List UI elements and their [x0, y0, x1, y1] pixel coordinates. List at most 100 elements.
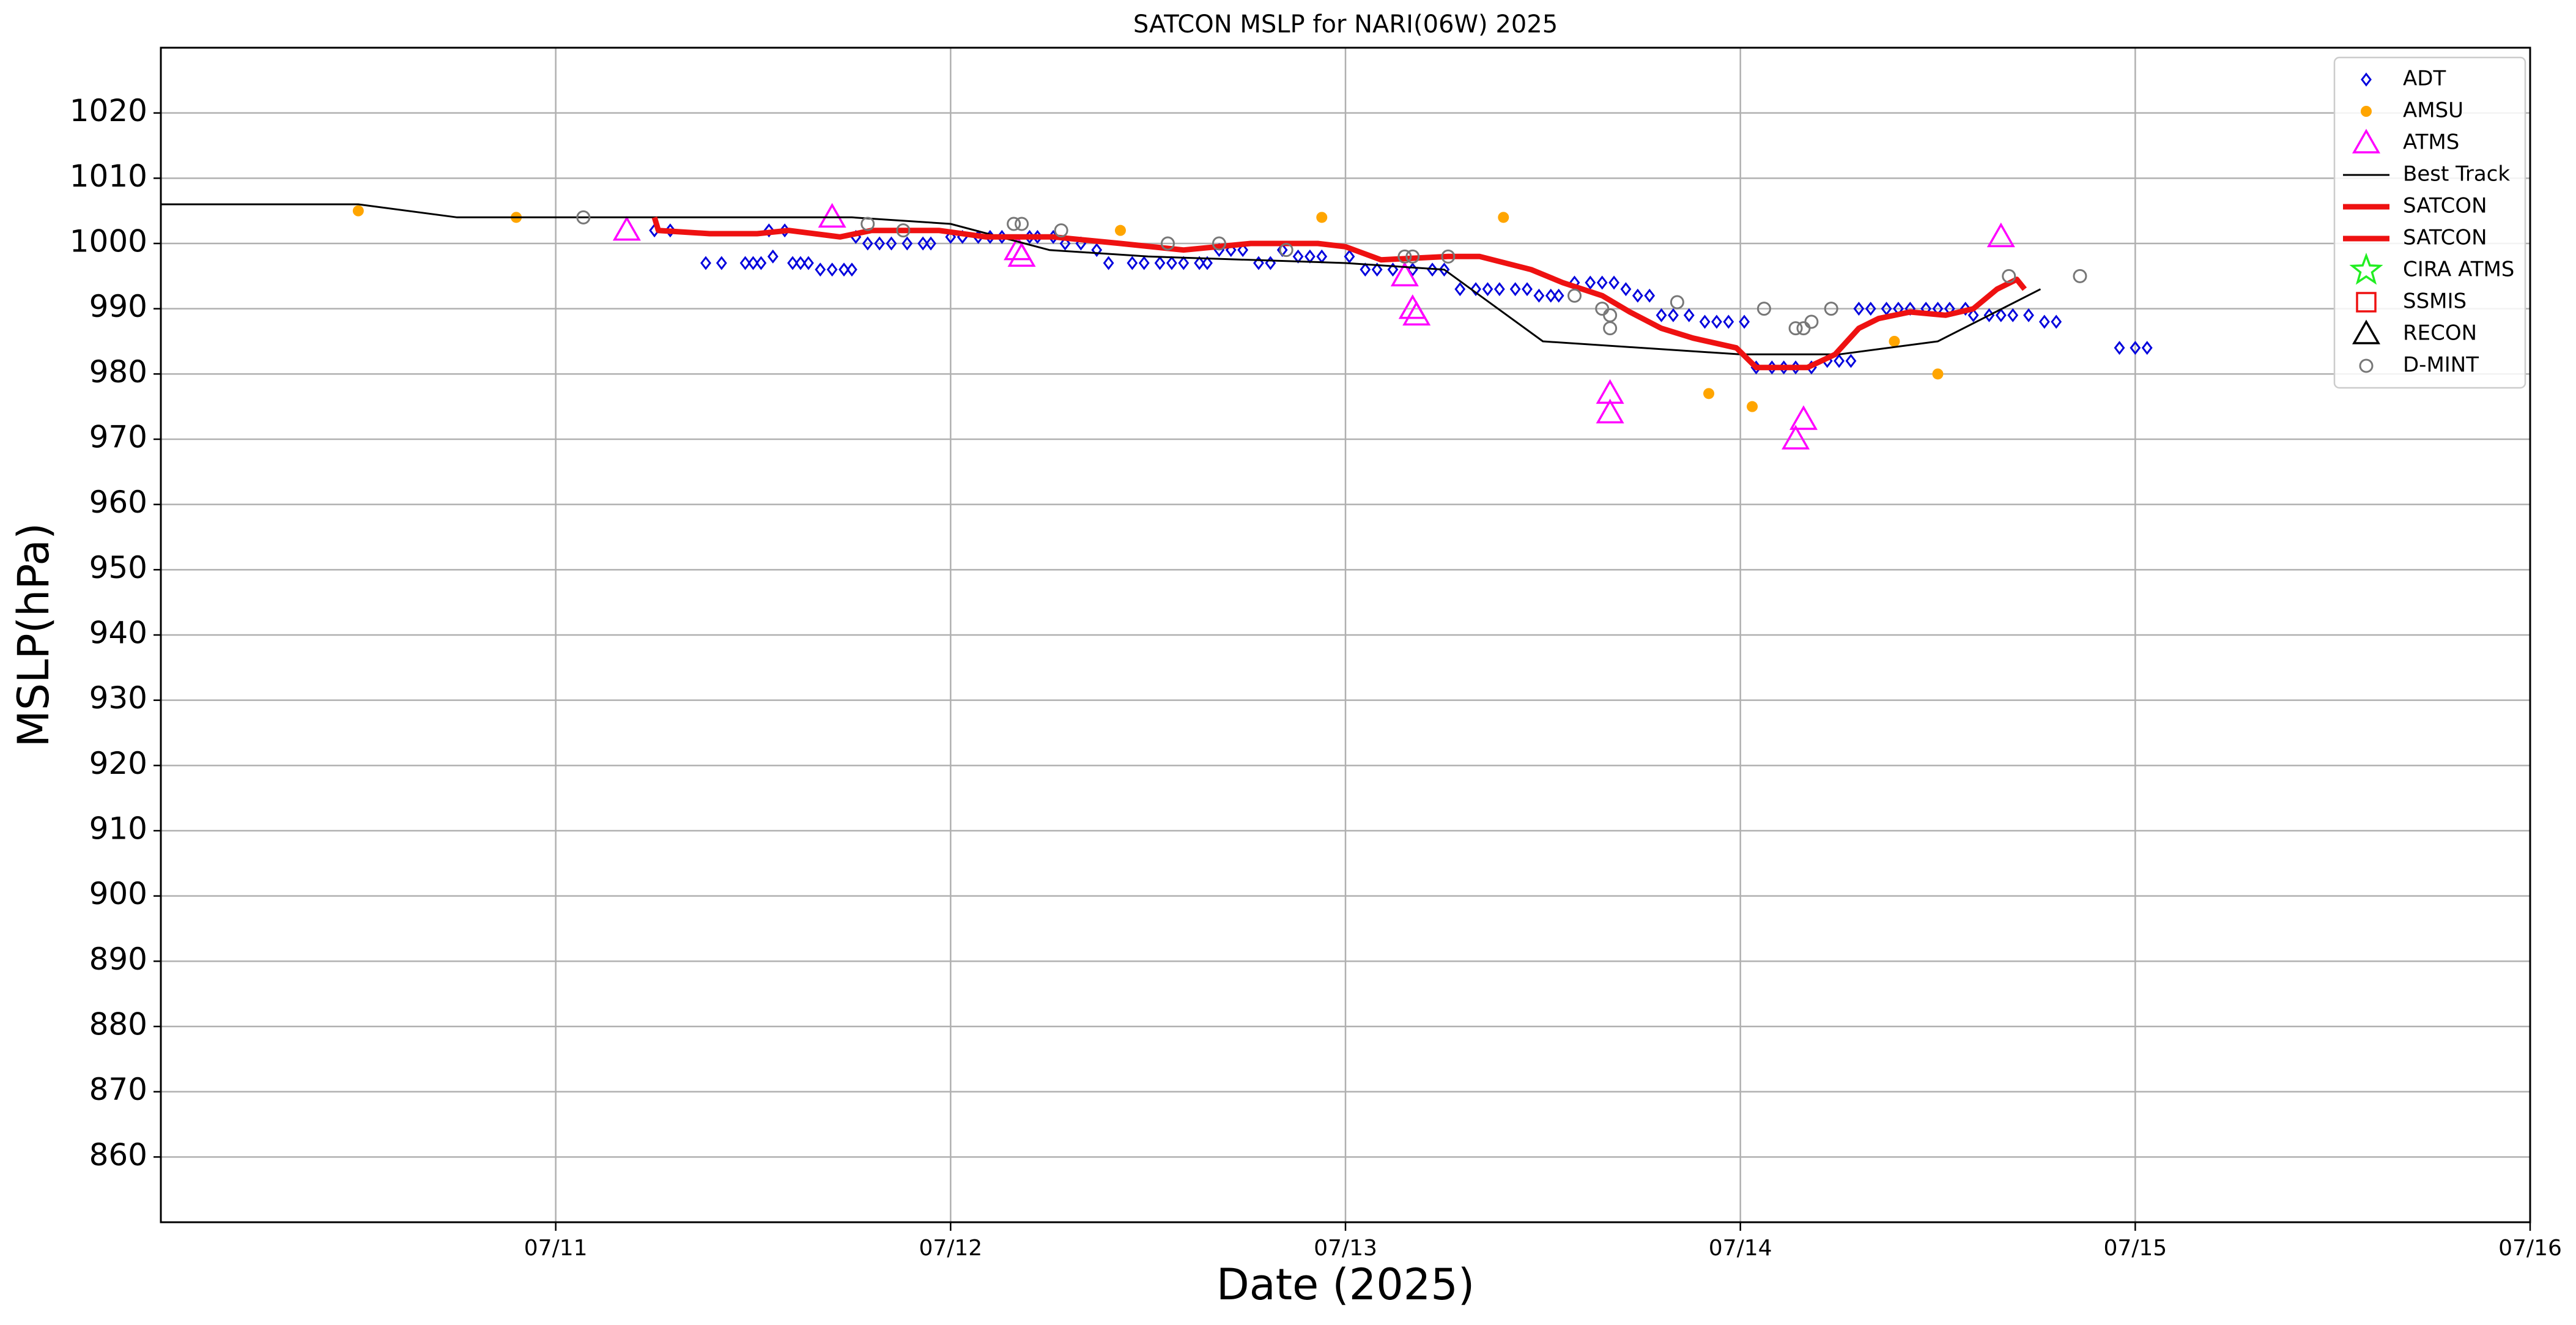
data-point — [716, 256, 727, 270]
y-axis-label: MSLP(hPa) — [9, 523, 59, 748]
y-tick-label: 1010 — [70, 158, 147, 194]
data-point — [861, 217, 875, 231]
data-point — [1545, 288, 1556, 303]
data-point — [1253, 256, 1264, 270]
legend-marker — [2361, 106, 2372, 117]
data-point — [1390, 261, 1419, 287]
data-point — [795, 256, 806, 270]
data-point — [763, 223, 775, 238]
data-point — [1279, 243, 1294, 258]
legend-marker — [2352, 319, 2381, 344]
data-point — [1202, 256, 1213, 270]
data-point — [1824, 302, 1838, 316]
data-point — [874, 236, 886, 251]
legend-marker — [2359, 358, 2374, 373]
data-point — [1995, 308, 2007, 322]
plot-frame — [160, 46, 2531, 1223]
data-point — [1960, 302, 1971, 316]
chart-title: SATCON MSLP for NARI(06W) 2025 — [1133, 10, 1558, 39]
legend-marker — [2361, 72, 2372, 87]
data-point — [1853, 302, 1865, 316]
data-point — [917, 236, 929, 251]
legend-label: SSMIS — [2403, 289, 2467, 314]
data-point — [886, 236, 897, 251]
data-point — [1103, 256, 1114, 270]
data-point — [1747, 401, 1758, 412]
data-point — [802, 256, 814, 270]
data-point — [1194, 256, 1205, 270]
legend-label: AMSU — [2403, 98, 2463, 123]
legend-marker — [2356, 292, 2377, 313]
data-point — [1482, 282, 1493, 297]
data-point — [1932, 368, 1944, 380]
y-tick-label: 960 — [89, 484, 147, 520]
data-point — [1316, 212, 1328, 223]
data-point — [1138, 256, 1150, 270]
data-point — [1237, 243, 1249, 258]
legend-label: D-MINT — [2403, 353, 2479, 377]
data-point — [2130, 341, 2141, 355]
legend-label: SATCON — [2403, 226, 2487, 250]
data-point — [1620, 282, 1632, 297]
data-point — [1567, 288, 1582, 303]
data-point — [1127, 256, 1138, 270]
data-point — [1967, 308, 1979, 322]
data-point — [1889, 336, 1900, 347]
data-point — [1670, 295, 1684, 310]
legend: ADT AMSU ATMS Best Track SATCON SATCON CIRA AT… — [2333, 56, 2526, 389]
data-point — [1091, 243, 1103, 258]
data-point — [1699, 314, 1711, 329]
data-point — [1178, 256, 1190, 270]
data-point — [2002, 269, 2016, 283]
legend-label: ADT — [2403, 67, 2446, 91]
y-tick-label: 980 — [89, 354, 147, 390]
data-point — [1788, 321, 1803, 336]
y-tick-label: 920 — [89, 746, 147, 781]
y-tick-label: 970 — [89, 420, 147, 455]
y-tick-label: 900 — [89, 876, 147, 911]
data-point — [1166, 256, 1177, 270]
data-point — [1344, 249, 1355, 264]
x-tick-label: 07/11 — [524, 1236, 588, 1261]
data-point — [1585, 275, 1596, 290]
legend-label: CIRA ATMS — [2403, 258, 2514, 282]
legend-box — [2333, 56, 2526, 389]
data-point — [1608, 275, 1619, 290]
data-point — [1438, 262, 1450, 277]
y-tick-label: 940 — [89, 615, 147, 651]
data-point — [896, 223, 911, 238]
y-tick-label: 860 — [89, 1137, 147, 1173]
x-tick-label: 07/16 — [2498, 1236, 2562, 1261]
series-line — [161, 203, 2041, 355]
data-point — [1371, 262, 1383, 277]
data-point — [818, 202, 846, 228]
y-tick-label: 990 — [89, 289, 147, 324]
data-point — [1739, 314, 1750, 329]
legend-label: SATCON — [2403, 194, 2487, 218]
x-tick-label: 07/12 — [919, 1236, 982, 1261]
data-point — [1723, 314, 1734, 329]
data-point — [1703, 388, 1715, 399]
data-point — [901, 236, 913, 251]
data-point — [1054, 223, 1068, 238]
y-tick-label: 870 — [89, 1072, 147, 1107]
data-point — [1603, 321, 1618, 336]
data-point — [1114, 225, 1126, 236]
series-line — [651, 217, 2027, 371]
data-point — [1493, 282, 1505, 297]
data-point — [1683, 308, 1695, 322]
data-point — [1644, 288, 1656, 303]
data-point — [1711, 314, 1722, 329]
data-point — [1160, 236, 1175, 251]
data-point — [1387, 262, 1399, 277]
data-point — [1865, 302, 1876, 316]
data-point — [1007, 242, 1036, 267]
y-tick-label: 910 — [89, 811, 147, 847]
data-point — [1632, 288, 1643, 303]
data-point — [1782, 425, 1810, 450]
legend-marker — [2352, 128, 2381, 154]
data-point — [576, 210, 591, 225]
data-point — [1509, 282, 1521, 297]
data-point — [1533, 288, 1545, 303]
